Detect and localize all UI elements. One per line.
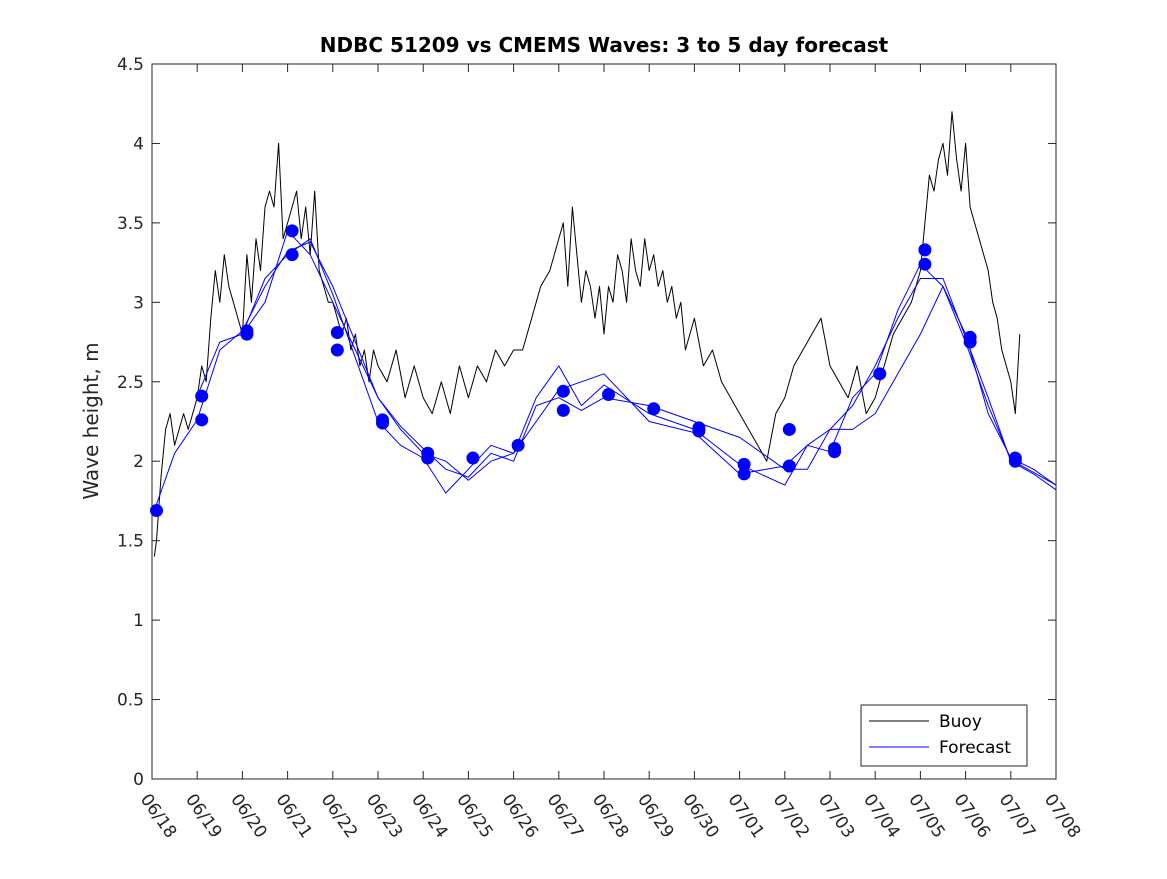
y-tick-label: 1.5 [117, 532, 144, 552]
x-tick-label: 06/25 [452, 790, 496, 842]
x-tick-label: 07/06 [950, 790, 994, 842]
forecast-marker [240, 327, 254, 341]
forecast-marker [421, 451, 435, 465]
y-axis-label: Wave height, m [79, 342, 103, 499]
x-tick-label: 06/23 [362, 790, 406, 842]
x-tick-label: 07/04 [859, 790, 903, 842]
y-tick-label: 1 [133, 611, 144, 631]
forecast-marker [918, 243, 932, 257]
forecast-marker [1008, 454, 1022, 468]
y-tick-label: 4 [133, 134, 144, 154]
forecast-marker [511, 438, 525, 452]
forecast-marker [556, 384, 570, 398]
x-tick-label: 06/20 [226, 790, 270, 842]
legend-box [860, 704, 1028, 767]
forecast-marker [466, 451, 480, 465]
forecast-marker [330, 326, 344, 340]
chart-title: NDBC 51209 vs CMEMS Waves: 3 to 5 day fo… [320, 33, 889, 57]
y-tick-label: 2 [133, 452, 144, 472]
forecast-marker [782, 422, 796, 436]
forecast-marker [195, 389, 209, 403]
forecast-marker [376, 416, 390, 430]
buoy-line [153, 111, 1021, 557]
forecast-line-2 [196, 230, 1057, 491]
forecast-marker [737, 467, 751, 481]
y-tick-label: 0 [133, 770, 144, 790]
legend-forecast-label: Forecast [939, 738, 1011, 758]
plot-area-box [151, 63, 1057, 780]
forecast-marker [828, 445, 842, 459]
forecast-marker [556, 403, 570, 417]
x-tick-label: 06/30 [678, 790, 722, 842]
forecast-marker [918, 257, 932, 271]
forecast-marker [647, 402, 661, 416]
y-tick-label: 4.5 [117, 55, 144, 75]
x-tick-label: 06/21 [272, 790, 316, 842]
forecast-marker [692, 424, 706, 438]
forecast-marker [285, 248, 299, 262]
y-tick-label: 3 [133, 293, 144, 313]
x-tick-label: 06/29 [633, 790, 677, 842]
forecast-marker [285, 224, 299, 238]
legend-buoy-label: Buoy [939, 712, 982, 732]
forecast-marker [195, 413, 209, 427]
plot-layer: 0 0.5 1 1.5 2 2.5 3 3.5 4 4.5 06/18 06/19 06/20 06/21… [117, 55, 1084, 842]
forecast-marker [150, 503, 164, 517]
y-tick-label: 3.5 [117, 214, 144, 234]
x-tick-label: 06/18 [136, 790, 180, 842]
x-tick-label: 07/01 [724, 790, 768, 842]
x-tick-label: 07/08 [1040, 790, 1084, 842]
x-tick-label: 06/27 [543, 790, 587, 842]
forecast-marker [873, 367, 887, 381]
legend: Buoy Forecast [860, 704, 1028, 767]
forecast-marker [963, 335, 977, 349]
x-tick-label: 06/24 [407, 790, 451, 842]
forecast-marker [737, 457, 751, 471]
x-tick-label: 07/07 [995, 790, 1039, 842]
x-tick-label: 07/03 [814, 790, 858, 842]
x-tick-label: 06/19 [181, 790, 225, 842]
x-tick-label: 06/26 [498, 790, 542, 842]
forecast-marker [330, 343, 344, 357]
x-tick-label: 07/05 [904, 790, 948, 842]
forecast-marker [602, 387, 616, 401]
x-tick-label: 06/28 [588, 790, 632, 842]
x-tick-label: 07/02 [769, 790, 813, 842]
y-tick-label: 2.5 [117, 373, 144, 393]
forecast-line-3 [241, 238, 1057, 494]
y-tick-label: 0.5 [117, 691, 144, 711]
forecast-marker [782, 459, 796, 473]
x-tick-label: 06/22 [317, 790, 361, 842]
